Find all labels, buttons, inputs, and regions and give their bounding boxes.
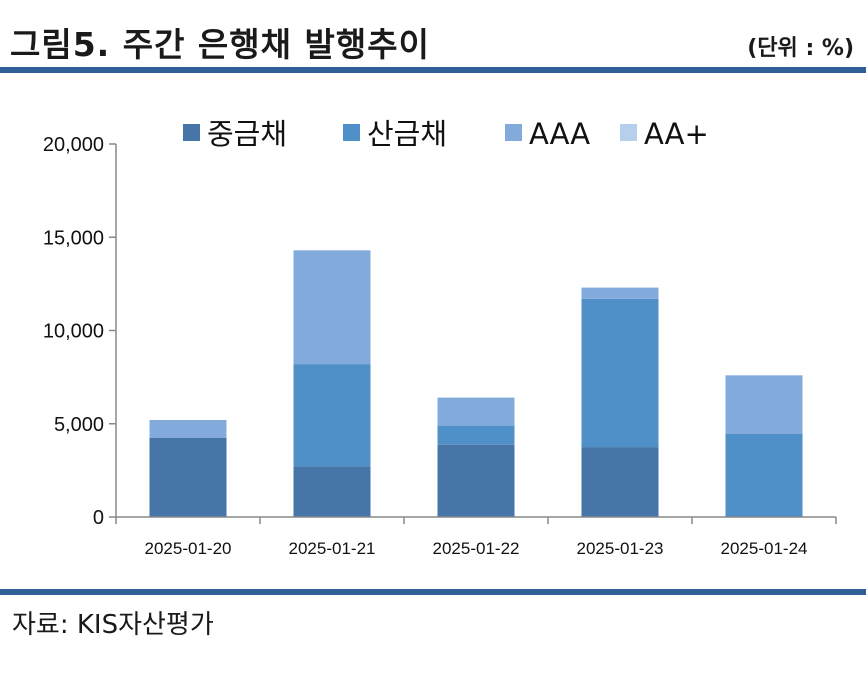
chart-title: 그림5. 주간 은행채 발행추이 [10,25,430,64]
legend-label: 중금채 [207,117,287,151]
y-tick-label: 15,000 [43,227,104,249]
bar-segment-3-2025-01-21 [293,250,371,365]
bar-segment-1-2025-01-22 [437,444,515,517]
footer-rule [0,589,866,595]
legend-label: AAA [529,117,590,151]
source-note: 자료: KIS자산평가 [12,610,214,640]
x-tick-label: 2025-01-24 [721,539,808,558]
title-rule [0,67,866,73]
legend-label: AA+ [644,117,709,151]
legend-swatch [620,124,637,141]
bar-segment-1-2025-01-23 [581,447,659,517]
legend-swatch [343,124,360,141]
bar-chart: 0 5,000 10,000 15,000 20,000 2025-01-20 2025-0… [43,117,837,558]
unit-label: (단위 : %) [747,36,854,61]
bar-segment-2-2025-01-21 [293,364,371,467]
y-tick-label: 10,000 [43,321,104,343]
legend-swatch [505,124,522,141]
y-tick-label: 0 [93,507,104,529]
x-tick-label: 2025-01-21 [289,539,376,558]
bar-segment-2-2025-01-24 [725,434,803,517]
bar-segment-3-2025-01-20 [149,420,227,438]
legend-swatch [183,124,200,141]
x-tick-label: 2025-01-23 [577,539,664,558]
x-tick-label: 2025-01-22 [433,539,520,558]
legend-label: 산금채 [367,117,447,151]
bar-segment-1-2025-01-20 [149,437,227,517]
bar-segment-2-2025-01-23 [581,298,659,448]
bar-segment-3-2025-01-23 [581,287,659,299]
bar-segment-3-2025-01-22 [437,397,515,426]
y-tick-label: 5,000 [54,414,104,436]
bar-segment-1-2025-01-21 [293,466,371,517]
bar-segment-2-2025-01-22 [437,425,515,445]
bar-segment-3-2025-01-24 [725,375,803,434]
y-tick-label: 20,000 [43,134,104,156]
x-tick-label: 2025-01-20 [145,539,232,558]
